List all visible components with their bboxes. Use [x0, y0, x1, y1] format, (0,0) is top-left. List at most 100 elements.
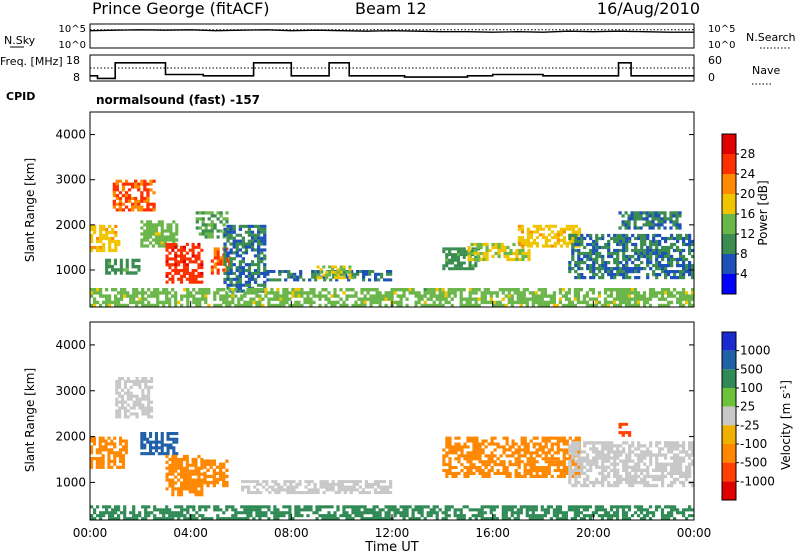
heatmap-cell: [577, 254, 581, 259]
heatmap-cell: [165, 478, 169, 482]
heatmap-cell: [492, 291, 496, 295]
heatmap-cell: [486, 300, 490, 305]
heatmap-cell: [652, 251, 656, 256]
heatmap-cell: [119, 448, 123, 452]
heatmap-cell: [577, 276, 581, 280]
heatmap-cell: [175, 229, 179, 233]
heatmap-cell: [131, 208, 135, 212]
heatmap-cell: [669, 211, 673, 215]
heatmap-cell: [210, 223, 214, 227]
heatmap-cell: [174, 454, 178, 458]
heatmap-cell: [609, 300, 614, 305]
heatmap-cell: [108, 265, 112, 269]
heatmap-cell: [597, 508, 601, 512]
heatmap-cell: [260, 260, 264, 264]
heatmap-cell: [118, 400, 122, 404]
heatmap-cell: [134, 185, 138, 189]
heatmap-cell: [200, 271, 204, 275]
heatmap-cell: [166, 235, 170, 239]
heatmap-cell: [271, 485, 275, 489]
heatmap-cell: [390, 291, 394, 295]
station-title: Prince George (fitACF): [92, 0, 270, 18]
heatmap-cell: [613, 248, 617, 253]
heatmap-cell: [182, 484, 186, 488]
heatmap-cell: [621, 508, 626, 512]
heatmap-cell: [441, 297, 445, 301]
heatmap-cell: [250, 224, 255, 228]
heatmap-cell: [633, 300, 638, 305]
heatmap-cell: [140, 208, 144, 212]
heatmap-cell: [384, 297, 388, 301]
heatmap-cell: [102, 236, 106, 241]
heatmap-cell: [553, 236, 557, 240]
heatmap-cell: [405, 511, 409, 515]
heatmap-cell: [206, 480, 210, 485]
heatmap-cell: [631, 483, 635, 488]
heatmap-cell: [657, 505, 662, 509]
heatmap-cell: [156, 291, 160, 295]
heatmap-cell: [640, 242, 644, 247]
heatmap-cell: [606, 517, 611, 521]
heatmap-cell: [297, 288, 301, 292]
heatmap-cell: [307, 480, 311, 484]
heatmap-cell: [453, 514, 457, 518]
heatmap-cell: [135, 397, 139, 401]
heatmap-cell: [639, 505, 644, 509]
heatmap-cell: [102, 245, 106, 250]
heatmap-cell: [160, 440, 164, 444]
heatmap-cell: [243, 294, 247, 298]
heatmap-cell: [265, 482, 269, 486]
heatmap-cell: [682, 288, 686, 292]
heatmap-cell: [129, 379, 133, 383]
heatmap-cell: [543, 294, 547, 298]
heatmap-cell: [549, 294, 553, 298]
heatmap-cell: [131, 205, 135, 209]
heatmap-cell: [126, 415, 130, 419]
heatmap-cell: [222, 480, 226, 485]
heatmap-cell: [485, 248, 489, 253]
velocity-ylabel: Slant Range [km]: [23, 368, 37, 472]
freq-y2tick-bottom: 0: [708, 71, 715, 84]
heatmap-cell: [200, 466, 204, 470]
heatmap-cell: [595, 441, 599, 445]
heatmap-cell: [463, 442, 467, 446]
heatmap-cell: [479, 242, 483, 247]
heatmap-cell: [673, 236, 677, 241]
heatmap-cell: [135, 291, 139, 295]
heatmap-cell: [622, 264, 626, 268]
heatmap-cell: [98, 436, 102, 440]
heatmap-cell: [601, 233, 605, 238]
heatmap-cell: [267, 508, 271, 512]
heatmap-cell: [126, 377, 130, 381]
heatmap-cell: [260, 257, 264, 261]
heatmap-cell: [249, 288, 253, 292]
heatmap-cell: [438, 300, 442, 305]
heatmap-cell: [637, 474, 641, 479]
heatmap-cell: [649, 248, 653, 253]
heatmap-cell: [550, 474, 554, 478]
heatmap-cell: [595, 447, 599, 451]
heatmap-cell: [288, 511, 292, 515]
heatmap-cell: [249, 303, 253, 308]
heatmap-cell: [664, 474, 668, 479]
heatmap-cell: [364, 485, 368, 489]
heatmap-cell: [146, 196, 150, 200]
heatmap-cell: [375, 517, 379, 521]
heatmap-cell: [527, 257, 531, 262]
heatmap-cell: [679, 468, 683, 472]
heatmap-cell: [523, 474, 527, 478]
heatmap-cell: [601, 471, 605, 475]
heatmap-cell: [417, 291, 421, 295]
heatmap-cell: [507, 300, 511, 305]
heatmap-cell: [435, 288, 439, 292]
heatmap-cell: [340, 485, 344, 489]
heatmap-cell: [615, 303, 620, 308]
heatmap-cell: [583, 450, 587, 454]
heatmap-cell: [541, 439, 545, 443]
heatmap-cell: [206, 468, 210, 472]
heatmap-cell: [507, 505, 511, 509]
heatmap-cell: [658, 248, 662, 253]
heatmap-cell: [652, 248, 656, 253]
heatmap-cell: [517, 227, 521, 231]
heatmap-cell: [618, 297, 623, 301]
